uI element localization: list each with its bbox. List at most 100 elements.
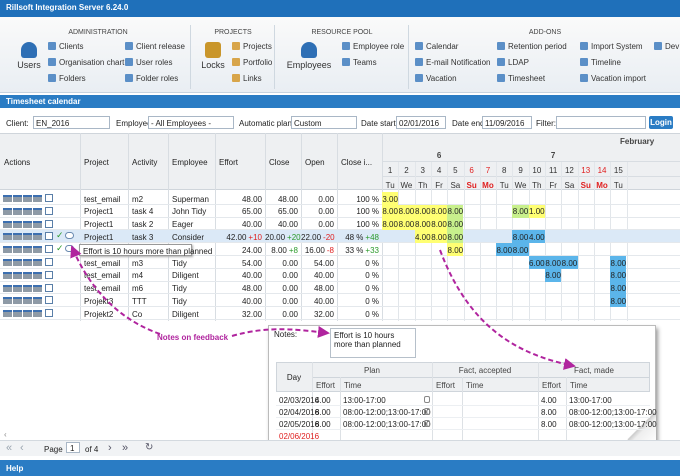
action-icon[interactable]: [3, 233, 12, 241]
login-button[interactable]: Login: [649, 116, 673, 129]
action-icon[interactable]: [13, 271, 22, 279]
edit-icon[interactable]: [45, 258, 53, 266]
action-icon[interactable]: [3, 297, 12, 305]
edit-icon[interactable]: [45, 309, 53, 318]
ribbon-item[interactable]: Teams: [353, 58, 377, 67]
ribbon-item[interactable]: Dev: [665, 42, 680, 51]
ribbon-item[interactable]: Vacation import: [591, 74, 646, 83]
action-icon[interactable]: [3, 220, 12, 228]
big-button[interactable]: Locks: [201, 60, 225, 70]
ribbon-item[interactable]: Employee role: [353, 42, 405, 51]
action-icon[interactable]: [33, 233, 42, 241]
ribbon-item[interactable]: Clients: [59, 42, 84, 51]
filter-value[interactable]: 11/09/2016: [485, 119, 525, 128]
action-icon[interactable]: [3, 310, 12, 318]
copy-icon[interactable]: [424, 396, 430, 403]
pager-button[interactable]: »: [122, 442, 129, 454]
ribbon-item[interactable]: Client release: [136, 42, 185, 51]
ribbon-item[interactable]: User roles: [136, 58, 173, 67]
action-icon[interactable]: [13, 220, 22, 228]
action-icon[interactable]: [33, 220, 42, 228]
ribbon-item[interactable]: Folder roles: [136, 74, 179, 83]
refresh-button[interactable]: ↻: [145, 442, 154, 453]
action-icon[interactable]: [13, 284, 22, 292]
action-icon[interactable]: [33, 259, 42, 266]
action-icon[interactable]: [33, 207, 42, 215]
edit-icon[interactable]: [45, 245, 53, 254]
action-icon[interactable]: [23, 195, 32, 202]
pager-button[interactable]: «: [6, 442, 13, 454]
filter-input[interactable]: [148, 116, 234, 129]
action-icon[interactable]: [3, 271, 12, 279]
edit-icon[interactable]: [45, 194, 53, 202]
filter-value[interactable]: 02/01/2016: [399, 119, 440, 128]
action-icon[interactable]: [23, 259, 32, 266]
action-icon[interactable]: [3, 246, 12, 254]
action-icon[interactable]: [23, 297, 32, 305]
note-bubble[interactable]: [65, 232, 74, 240]
filter-value[interactable]: EN_2016: [36, 119, 70, 128]
page-value[interactable]: 1: [70, 444, 75, 453]
action-icon[interactable]: [33, 310, 42, 318]
action-icon[interactable]: [23, 220, 32, 228]
action-icon[interactable]: [23, 246, 32, 254]
ribbon-item[interactable]: LDAP: [508, 58, 529, 67]
action-icon[interactable]: [33, 284, 42, 292]
action-icon[interactable]: [13, 233, 22, 241]
action-icon[interactable]: [33, 246, 42, 254]
ribbon-item[interactable]: Organisation chart: [59, 58, 125, 67]
edit-icon[interactable]: [45, 283, 53, 292]
copy-icon[interactable]: [424, 408, 430, 415]
edit-icon[interactable]: [45, 270, 53, 279]
filter-value[interactable]: - All Employees -: [151, 119, 212, 128]
copy-icon[interactable]: [424, 420, 430, 427]
action-icon[interactable]: [23, 271, 32, 279]
filter-input[interactable]: [33, 116, 110, 129]
action-icon[interactable]: [23, 310, 32, 318]
big-button[interactable]: Employees: [286, 60, 332, 70]
action-icon[interactable]: [3, 259, 12, 266]
pager-button[interactable]: ›: [108, 442, 112, 454]
ribbon-item[interactable]: E-mail Notification: [426, 58, 491, 67]
ribbon-item[interactable]: Retention period: [508, 42, 567, 51]
ribbon-item[interactable]: Calendar: [426, 42, 459, 51]
note-bubble[interactable]: [65, 245, 74, 253]
ribbon-item[interactable]: Timesheet: [508, 74, 546, 83]
ribbon-item[interactable]: Folders: [59, 74, 86, 83]
action-icon[interactable]: [3, 207, 12, 215]
action-icon[interactable]: [3, 195, 12, 202]
action-icon[interactable]: [3, 284, 12, 292]
filter-value[interactable]: Custom: [294, 119, 322, 128]
filter-input[interactable]: [482, 116, 532, 129]
action-icon[interactable]: [23, 207, 32, 215]
day-number: 4: [436, 166, 442, 175]
pager-button[interactable]: ‹: [20, 442, 24, 454]
action-icon[interactable]: [23, 233, 32, 241]
page-input[interactable]: [66, 442, 80, 453]
edit-icon[interactable]: [45, 232, 53, 241]
filter-input[interactable]: [396, 116, 446, 129]
filter-input[interactable]: [556, 116, 646, 129]
action-icon[interactable]: [33, 271, 42, 279]
ribbon-item[interactable]: Projects: [243, 42, 272, 51]
action-icon[interactable]: [23, 284, 32, 292]
action-icon[interactable]: [33, 297, 42, 305]
ribbon-item[interactable]: Import System: [591, 42, 643, 51]
ribbon-item[interactable]: Links: [243, 74, 262, 83]
action-icon[interactable]: [13, 297, 22, 305]
action-icon[interactable]: [13, 195, 22, 202]
edit-icon[interactable]: [45, 206, 53, 215]
big-button[interactable]: Users: [17, 60, 41, 70]
filter-input[interactable]: [291, 116, 357, 129]
action-icon[interactable]: [33, 195, 42, 202]
ribbon-item[interactable]: Vacation: [426, 74, 457, 83]
action-icon[interactable]: [13, 259, 22, 266]
action-icon[interactable]: [13, 207, 22, 215]
footer-help[interactable]: Help: [6, 464, 24, 473]
edit-icon[interactable]: [45, 296, 53, 305]
ribbon-item[interactable]: Timeline: [591, 58, 621, 67]
action-icon[interactable]: [13, 246, 22, 254]
edit-icon[interactable]: [45, 219, 53, 228]
action-icon[interactable]: [13, 310, 22, 318]
ribbon-item[interactable]: Portfolio: [243, 58, 273, 67]
